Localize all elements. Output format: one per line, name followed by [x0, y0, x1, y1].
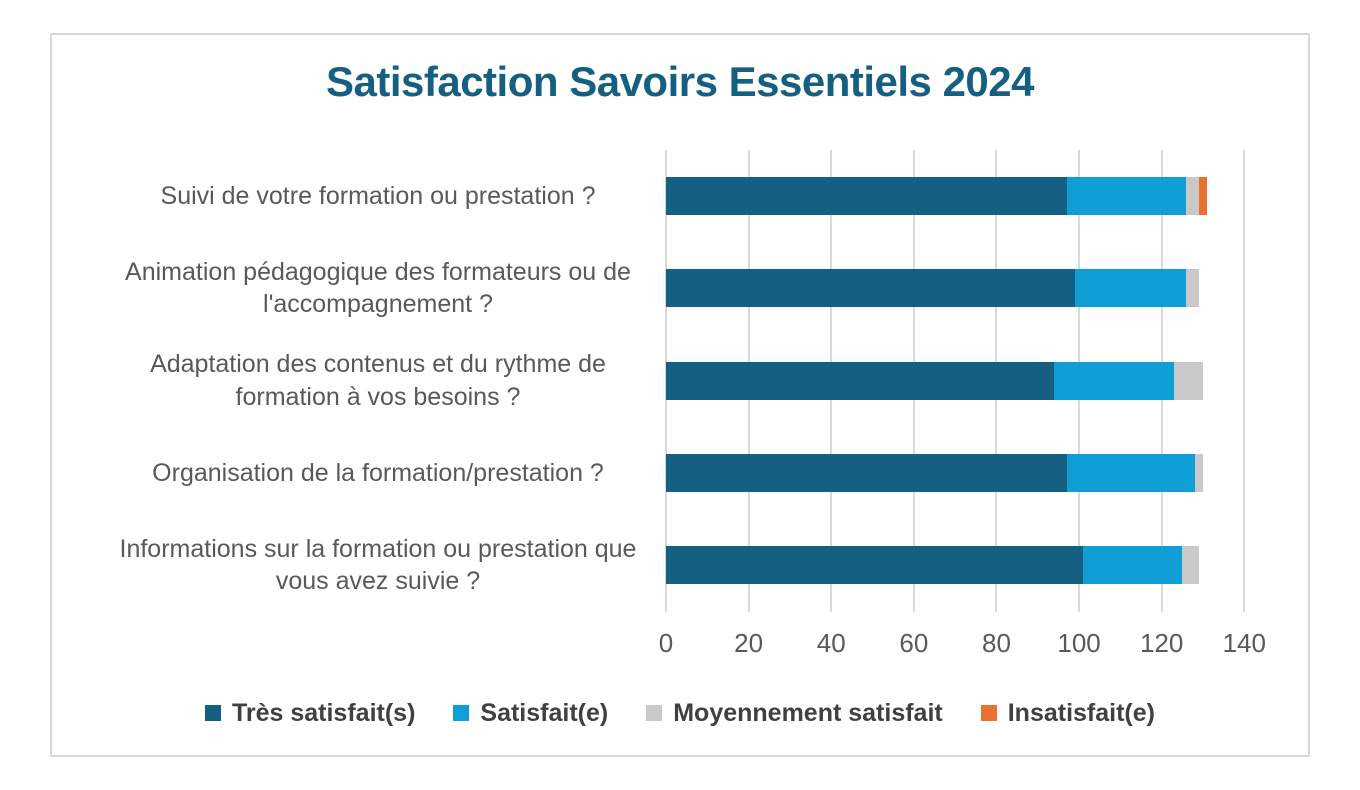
legend-item-moyennement-satisfait: Moyennement satisfait: [646, 699, 943, 728]
x-tick-label-0: 0: [658, 628, 674, 658]
bar-segment-insatisfait-e-row0: [1198, 177, 1208, 216]
bar-segment-moyennement-satisfait-row2: [1174, 361, 1203, 400]
bar-segment-satisfait-e-row3: [1066, 454, 1195, 493]
x-tick-label-80: 80: [981, 628, 1011, 658]
x-tick-label-120: 120: [1139, 628, 1184, 658]
category-label-organisation-de-la-formation-p: Organisation de la formation/prestation …: [152, 458, 604, 487]
legend-item-satisfait-e: Satisfait(e): [453, 699, 608, 728]
bar-segment-moyennement-satisfait-row3: [1194, 454, 1203, 493]
x-tick-label-100: 100: [1057, 628, 1101, 658]
legend-item-tres-satisfait-s: Très satisfait(s): [204, 698, 416, 728]
category-label-adaptation-des-contenus-et-du-: Adaptation des contenus et du rythme de …: [150, 350, 606, 411]
x-tick-label-20: 20: [734, 628, 764, 658]
bar-segment-satisfait-e-row2: [1054, 361, 1175, 400]
bar-segment-tres-satisfait-s-row0: [666, 177, 1067, 216]
bar-segment-tres-satisfait-s-row3: [666, 454, 1067, 493]
bar-segment-satisfait-e-row1: [1074, 269, 1187, 308]
bar-segment-satisfait-e-row4: [1083, 546, 1183, 585]
gridline-140: [1243, 150, 1246, 612]
legend-swatch-insatisfait-e: [980, 705, 997, 721]
bar-segment-moyennement-satisfait-row0: [1186, 177, 1199, 216]
category-label-informations-sur-la-formation-: Informations sur la formation ou prestat…: [119, 534, 637, 596]
legend-swatch-tres-satisfait-s: [204, 705, 221, 721]
bar-segment-tres-satisfait-s-row4: [666, 546, 1084, 585]
legend-item-insatisfait-e: Insatisfait(e): [980, 698, 1155, 728]
x-tick-label-40: 40: [816, 628, 846, 658]
bar-segment-tres-satisfait-s-row1: [666, 269, 1075, 308]
legend-label-satisfait-e: Satisfait(e): [480, 698, 609, 727]
legend-swatch-moyennement-satisfait: [646, 705, 663, 721]
chart-title: Satisfaction Savoirs Essentiels 2024: [325, 58, 1035, 105]
legend-swatch-satisfait-e: [453, 705, 470, 721]
bar-segment-satisfait-e-row0: [1066, 177, 1187, 216]
category-label-animation-pedagogique-des-form: Animation pédagogique des formateurs ou …: [125, 257, 631, 319]
legend-label-insatisfait-e: Insatisfait(e): [1007, 698, 1155, 727]
legend-label-tres-satisfait-s: Très satisfait(s): [231, 698, 416, 727]
bar-segment-tres-satisfait-s-row2: [666, 361, 1055, 400]
x-tick-label-140: 140: [1222, 628, 1266, 658]
category-label-suivi-de-votre-formation-ou-pr: Suivi de votre formation ou prestation ?: [160, 181, 596, 210]
bar-segment-moyennement-satisfait-row1: [1186, 269, 1199, 308]
x-tick-label-60: 60: [899, 628, 929, 658]
legend: Très satisfait(s) Satisfait(e) Moyennement…: [50, 692, 1310, 734]
legend-label-moyennement-satisfait: Moyennement satisfait: [673, 698, 943, 727]
bar-segment-moyennement-satisfait-row4: [1182, 546, 1199, 585]
